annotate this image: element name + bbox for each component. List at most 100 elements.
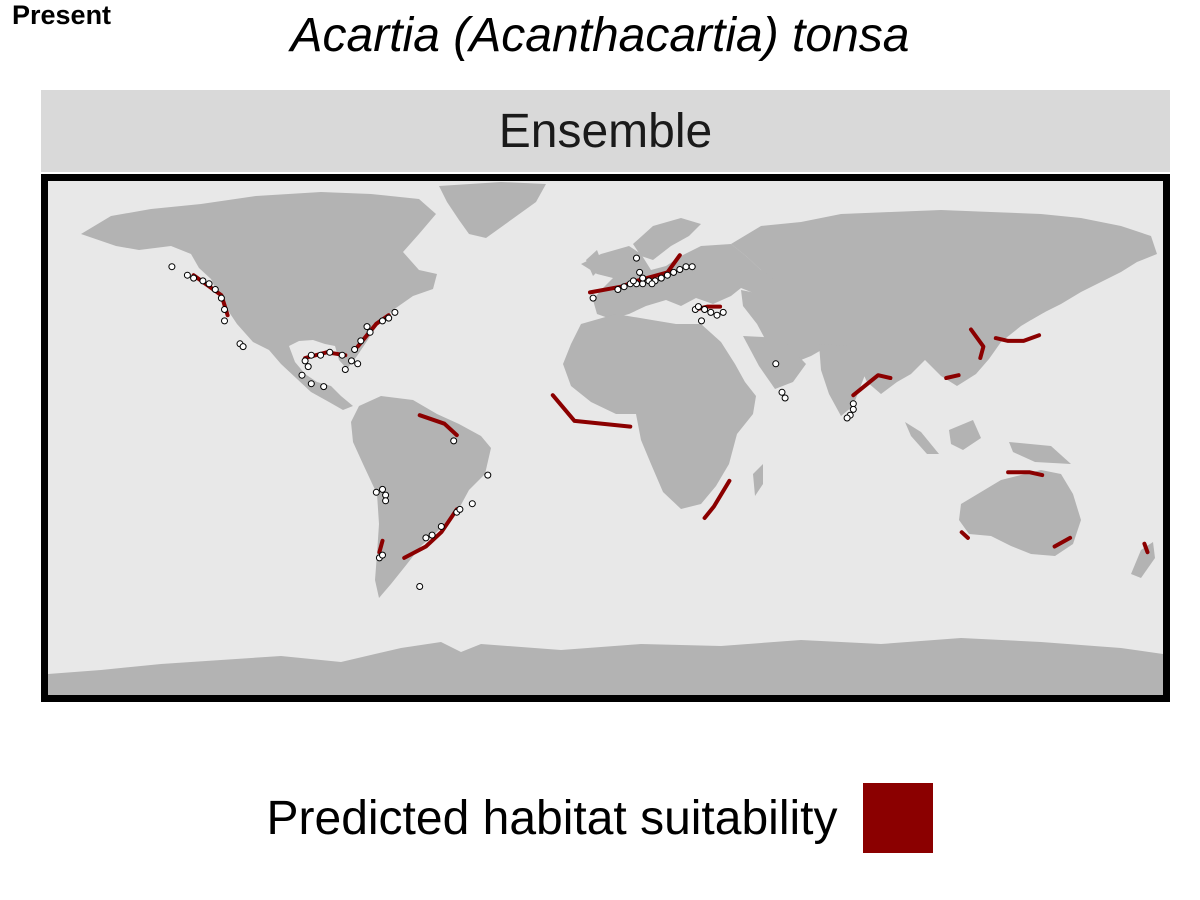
occurrence-point	[772, 360, 780, 368]
occurrence-point	[382, 497, 390, 505]
occurrence-point	[320, 383, 328, 391]
south-america-landmass	[351, 396, 491, 598]
occurrence-point	[351, 346, 359, 353]
suitable-region	[993, 333, 1042, 343]
occurrence-points	[168, 254, 857, 590]
suitable-region	[851, 373, 893, 398]
occurrence-point	[629, 277, 637, 285]
occurrence-point	[648, 280, 656, 288]
occurrence-point	[379, 551, 386, 559]
occurrence-point	[688, 263, 696, 271]
occurrence-point	[385, 314, 393, 322]
occurrence-point	[416, 583, 424, 590]
indian-subcontinent	[819, 344, 871, 416]
occurrence-point	[778, 388, 786, 396]
suitable-region	[959, 530, 970, 540]
scandinavia	[633, 218, 701, 260]
suitable-region	[1142, 541, 1150, 555]
occurrence-point	[183, 271, 191, 279]
occurrence-point	[391, 308, 399, 316]
occurrence-point	[221, 317, 228, 325]
occurrence-point	[670, 268, 678, 276]
map-panel	[41, 174, 1170, 702]
legend-swatch-suitable	[863, 783, 934, 853]
figure-tag: Present	[12, 0, 112, 30]
suitable-region	[402, 507, 459, 560]
occurrence-point	[620, 283, 628, 291]
occurrence-point	[456, 505, 464, 513]
occurrence-point	[317, 351, 325, 359]
occurrence-point	[338, 351, 346, 359]
sumatra	[905, 422, 939, 454]
british-isles	[586, 250, 603, 276]
occurrence-point	[304, 363, 312, 371]
occurrence-point	[372, 488, 380, 496]
suitable-region	[1052, 535, 1073, 549]
occurrence-point	[307, 380, 315, 388]
occurrence-point	[326, 348, 334, 356]
occurrence-point	[205, 280, 213, 288]
occurrence-point	[639, 274, 647, 282]
suitable-region	[417, 413, 459, 438]
occurrence-point	[698, 317, 705, 325]
occurrence-point	[199, 277, 207, 285]
greenland	[439, 182, 546, 238]
occurrence-point	[468, 500, 476, 508]
figure-title: Acartia (Acanthacartia) tonsa	[290, 9, 910, 62]
occurrence-point	[614, 286, 622, 293]
occurrence-point	[719, 308, 727, 316]
suitable-region	[1006, 470, 1045, 478]
occurrence-point	[221, 306, 228, 313]
occurrence-point	[379, 485, 386, 493]
suitable-region	[550, 393, 633, 429]
japan	[1029, 278, 1057, 320]
occurrence-point	[633, 254, 640, 262]
antarctica	[48, 638, 1163, 695]
occurrence-point	[450, 437, 458, 445]
legend: Predicted habitat suitability	[0, 780, 1200, 856]
occurrence-point	[676, 266, 684, 273]
madagascar	[753, 464, 763, 496]
new-guinea	[1009, 442, 1071, 464]
occurrence-point	[663, 271, 671, 279]
occurrence-point	[589, 294, 597, 302]
occurrence-point	[379, 317, 386, 325]
occurrence-point	[781, 394, 789, 402]
australia-landmass	[959, 470, 1081, 556]
legend-title: Predicted habitat suitability	[266, 791, 838, 845]
africa-landmass	[563, 314, 756, 509]
occurrence-point	[694, 303, 702, 311]
occurrence-point	[657, 274, 665, 282]
occurrence-point	[366, 328, 374, 336]
occurrence-point	[168, 263, 176, 271]
occurrence-point	[298, 371, 306, 379]
suitable-region	[944, 373, 961, 380]
occurrence-point	[701, 306, 709, 313]
borneo	[949, 420, 981, 450]
occurrence-point	[301, 357, 309, 365]
occurrence-point	[211, 286, 219, 293]
occurrence-point	[484, 471, 492, 479]
occurrence-point	[707, 308, 715, 316]
occurrence-point	[190, 274, 198, 282]
occurrence-point	[428, 531, 436, 539]
occurrence-point	[843, 414, 851, 422]
suitable-region	[969, 327, 986, 360]
europe-landmass	[581, 244, 796, 319]
occurrence-point	[307, 351, 315, 359]
occurrence-point	[348, 357, 355, 365]
occurrence-point	[849, 405, 857, 413]
suitable-region	[702, 478, 732, 520]
occurrence-point	[437, 523, 445, 530]
occurrence-point	[341, 366, 349, 373]
occurrence-point	[636, 268, 644, 276]
land-layer	[48, 182, 1163, 695]
occurrence-point	[422, 534, 430, 542]
north-america-landmass	[81, 192, 437, 410]
facet-strip: Ensemble	[41, 90, 1170, 172]
occurrence-point	[239, 343, 247, 351]
occurrence-point	[217, 294, 225, 302]
suitable-region	[377, 538, 385, 555]
occurrence-point	[713, 311, 721, 319]
occurrence-point	[682, 263, 690, 271]
